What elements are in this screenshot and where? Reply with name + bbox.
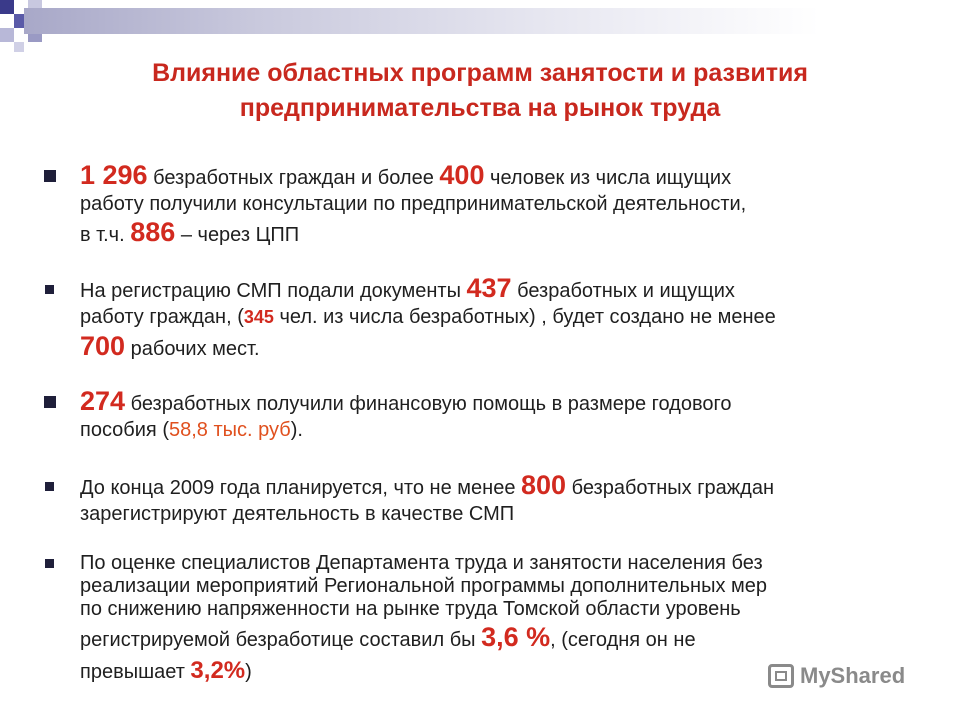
item-text: реализации мероприятий Региональной прог… [80,575,768,597]
list-item: 274 безработных получили финансовую помо… [44,386,924,442]
item-text: До конца 2009 года планируется, что не м… [80,477,521,499]
slide-title: Влияние областных программ занятости и р… [40,56,920,126]
item-text: работу получили консультации по предприн… [80,193,747,215]
item-text: пособия ( [80,419,169,441]
item-text: зарегистрируют деятельность в качестве С… [80,503,515,525]
stat-value: 800 [521,470,567,500]
watermark: MyShared [768,660,928,692]
stat-value: 3,2% [190,657,246,684]
item-text: безработных граждан и более [147,167,440,189]
item-text: человек из числа ищущих [484,167,732,189]
stat-value: 3,6 % [481,622,551,652]
bullet-square-icon [44,170,56,182]
header-gradient-bar [24,8,960,34]
item-text: регистрируемой безработице составил бы [80,629,482,651]
stat-value: 58,8 тыс. руб [168,419,291,441]
item-text: безработных и ищущих [511,280,735,302]
stat-value: 1 296 [80,160,148,190]
stat-value: 437 [466,273,512,303]
bullet-square-icon [45,285,54,294]
item-text: в т.ч. [80,224,131,246]
item-text: чел. из числа безработных) , будет созда… [273,306,776,328]
stat-value: 345 [243,307,274,327]
item-text: рабочих мест. [125,338,260,360]
item-text: по снижению напряженности на рынке труда… [80,598,741,620]
list-item: До конца 2009 года планируется, что не м… [44,470,924,526]
list-item: На регистрацию СМП подали документы 437 … [44,273,924,366]
bullet-square-icon [44,396,56,408]
item-text: ) [245,661,252,683]
watermark-text: MyShared [800,663,906,688]
list-item: По оценке специалистов Департамента труд… [44,552,924,687]
title-line-2: предпринимательства на рынок труда [239,94,721,122]
watermark-logo-icon [768,664,794,688]
item-text: превышает [80,661,191,683]
stat-value: 274 [80,386,126,416]
item-text: работу граждан, ( [80,306,244,328]
bullet-list: 1 296 безработных граждан и более 400 че… [44,160,924,687]
bullet-square-icon [45,559,54,568]
item-text: , (сегодня он не [550,629,696,651]
list-item: 1 296 безработных граждан и более 400 че… [44,160,924,251]
item-text: безработных граждан [566,477,774,499]
item-text: безработных получили финансовую помощь в… [125,393,732,415]
item-text: На регистрацию СМП подали документы [80,280,467,302]
item-text: – через ЦПП [175,224,300,246]
title-line-1: Влияние областных программ занятости и р… [152,59,808,87]
stat-value: 700 [80,331,126,361]
item-text: ). [290,419,303,441]
item-text: По оценке специалистов Департамента труд… [80,552,763,574]
stat-value: 886 [130,217,176,247]
stat-value: 400 [439,160,485,190]
bullet-square-icon [45,482,54,491]
